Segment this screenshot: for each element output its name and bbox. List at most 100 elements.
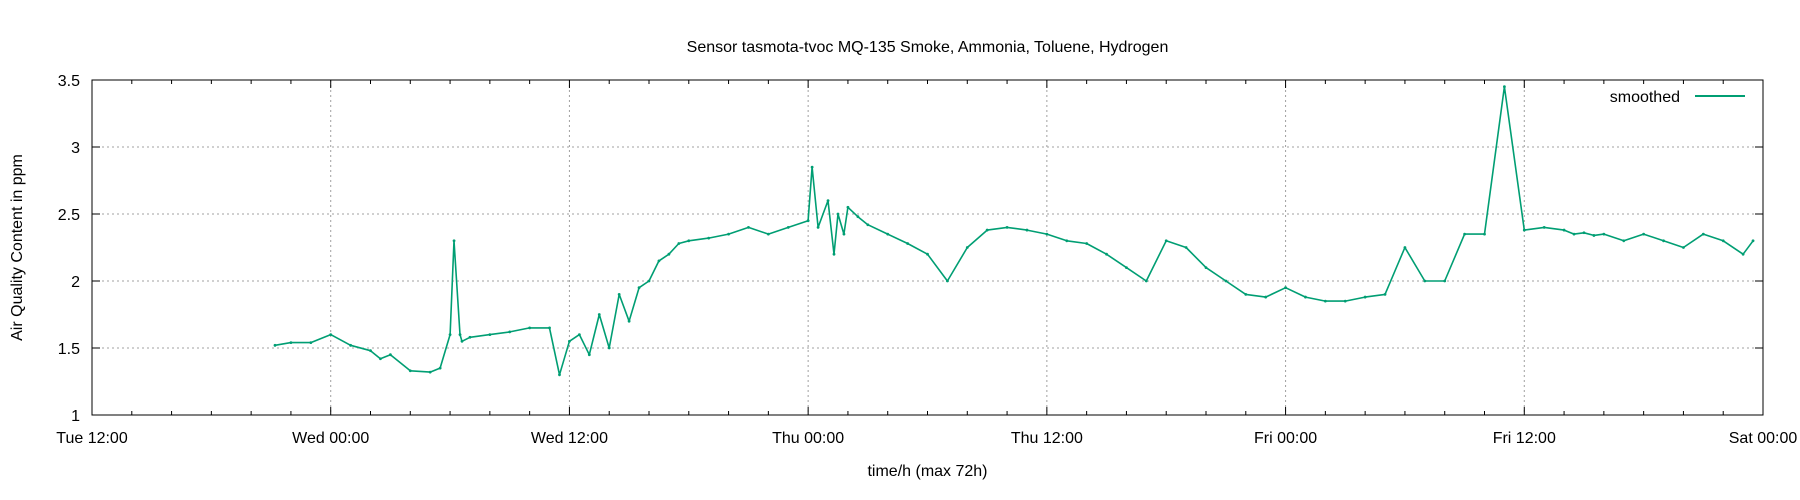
data-point (637, 286, 641, 290)
data-point (1682, 246, 1685, 249)
data-point (846, 205, 850, 209)
data-point (707, 236, 711, 240)
axis-ticks (91, 79, 1764, 416)
data-point (1224, 279, 1228, 283)
data-point (488, 333, 492, 336)
data-point (687, 239, 691, 243)
data-point (597, 313, 601, 316)
data-point (1463, 232, 1467, 236)
data-point (1423, 279, 1427, 283)
data-point (1244, 293, 1248, 296)
data-point (906, 242, 910, 245)
data-point (677, 242, 681, 245)
data-point (289, 341, 293, 345)
data-point (886, 232, 890, 236)
data-point (1483, 232, 1486, 236)
data-point (329, 333, 333, 336)
data-point (816, 226, 820, 229)
x-tick-label: Fri 00:00 (1254, 430, 1317, 447)
data-point (1065, 239, 1069, 243)
data-point (1562, 228, 1566, 232)
data-point (458, 333, 462, 336)
x-axis-title: time/h (max 72h) (867, 463, 987, 480)
data-point (607, 346, 611, 350)
data-point (438, 366, 442, 370)
data-point (568, 339, 571, 343)
data-point (1582, 231, 1586, 235)
y-tick-label: 1.5 (58, 341, 80, 358)
data-point (866, 223, 870, 227)
data-point (826, 199, 830, 203)
data-point (1125, 266, 1128, 269)
data-point (468, 335, 472, 339)
data-point (379, 357, 382, 361)
data-point (1602, 232, 1606, 236)
data-point (965, 246, 969, 249)
x-tick-label: Thu 12:00 (1011, 430, 1083, 447)
data-point (448, 333, 452, 336)
x-tick-label: Tue 12:00 (56, 430, 128, 447)
data-point (1741, 252, 1745, 256)
data-point (836, 212, 840, 216)
data-point (1403, 246, 1407, 249)
data-point (1045, 232, 1049, 236)
data-point (587, 353, 591, 357)
data-point (617, 293, 621, 296)
x-tick-label: Wed 00:00 (292, 430, 369, 447)
data-point (1184, 246, 1188, 249)
legend-label: smoothed (1610, 89, 1680, 106)
data-point (842, 232, 846, 236)
data-point (727, 232, 730, 236)
plot-frame (91, 79, 1764, 416)
data-point (577, 333, 581, 336)
data-point (508, 330, 512, 334)
data-point (408, 369, 412, 373)
data-point (810, 165, 814, 169)
data-point (548, 326, 551, 330)
data-point (647, 279, 651, 283)
x-tick-label: Sat 00:00 (1729, 430, 1798, 447)
data-point (460, 339, 464, 343)
data-point (985, 228, 989, 232)
chart-title: Sensor tasmota-tvoc MQ-135 Smoke, Ammoni… (687, 39, 1169, 56)
x-tick-label: Wed 12:00 (531, 430, 608, 447)
data-point (806, 219, 810, 223)
data-point (926, 252, 929, 256)
data-point (667, 252, 671, 256)
tick-labels: Tue 12:00 Wed 00:00 Wed 12:00 Thu 00:00 Thu … (56, 73, 1797, 447)
data-point (1204, 266, 1208, 269)
data-point (1721, 239, 1725, 243)
data-point (428, 370, 432, 374)
data-point (1005, 226, 1009, 229)
data-point (1542, 226, 1546, 229)
y-tick-label: 3.5 (58, 73, 80, 90)
y-axis-title: Air Quality Content in ppm (9, 154, 26, 341)
data-point (1592, 234, 1596, 237)
data-point (1085, 242, 1089, 245)
y-tick-label: 2.5 (58, 207, 80, 224)
series-layer (273, 85, 1755, 377)
data-point (273, 343, 277, 347)
data-point (786, 226, 790, 229)
data-point (657, 259, 661, 263)
data-point (832, 252, 836, 256)
legend: smoothed (1610, 89, 1745, 106)
data-point (528, 326, 532, 330)
data-point (1284, 286, 1287, 290)
data-point (309, 341, 313, 345)
data-point (1144, 279, 1148, 283)
y-tick-label: 2 (71, 274, 80, 291)
data-point (1751, 239, 1755, 243)
data-point (1025, 228, 1029, 232)
data-point (1662, 239, 1665, 243)
data-point (388, 353, 392, 357)
x-tick-label: Thu 00:00 (772, 430, 844, 447)
data-point (1642, 232, 1646, 236)
series-line (274, 85, 1754, 376)
data-point (747, 226, 750, 229)
x-tick-label: Fri 12:00 (1493, 430, 1556, 447)
data-point (1363, 295, 1367, 299)
data-point (1383, 293, 1387, 296)
data-point (1343, 299, 1347, 303)
data-point (766, 232, 770, 236)
